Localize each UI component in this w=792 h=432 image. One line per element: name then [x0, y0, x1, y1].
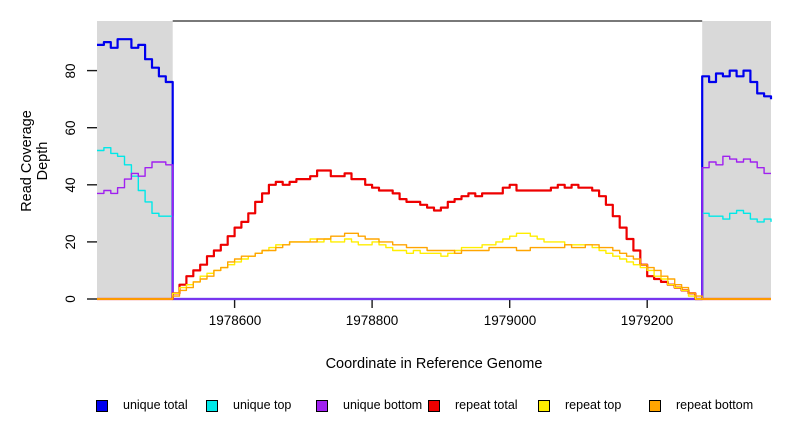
x-tick-label: 1979200 [620, 313, 674, 328]
x-tick-label: 1979000 [483, 313, 537, 328]
series-line-unique-bottom [97, 155, 771, 300]
y-tick-label: 60 [63, 120, 78, 136]
x-tick-label: 1978800 [345, 313, 399, 328]
x-tick-label: 1978600 [208, 313, 262, 328]
series-line-repeat-bottom [97, 232, 771, 300]
shaded-region-left-flank-unique-region [97, 21, 173, 299]
series-line-unique-top [97, 147, 772, 300]
series-line-unique-total [97, 38, 773, 301]
y-axis-label: Read Coverage Depth [19, 110, 51, 212]
x-axis-label: Coordinate in Reference Genome [325, 356, 543, 372]
y-tick-label: 20 [63, 234, 78, 250]
y-tick-label: 40 [63, 177, 78, 193]
y-tick-label: 80 [63, 63, 78, 79]
series-line-repeat-total [97, 169, 771, 301]
y-tick-label: 0 [63, 295, 78, 303]
series-line-repeat-top [97, 232, 771, 300]
